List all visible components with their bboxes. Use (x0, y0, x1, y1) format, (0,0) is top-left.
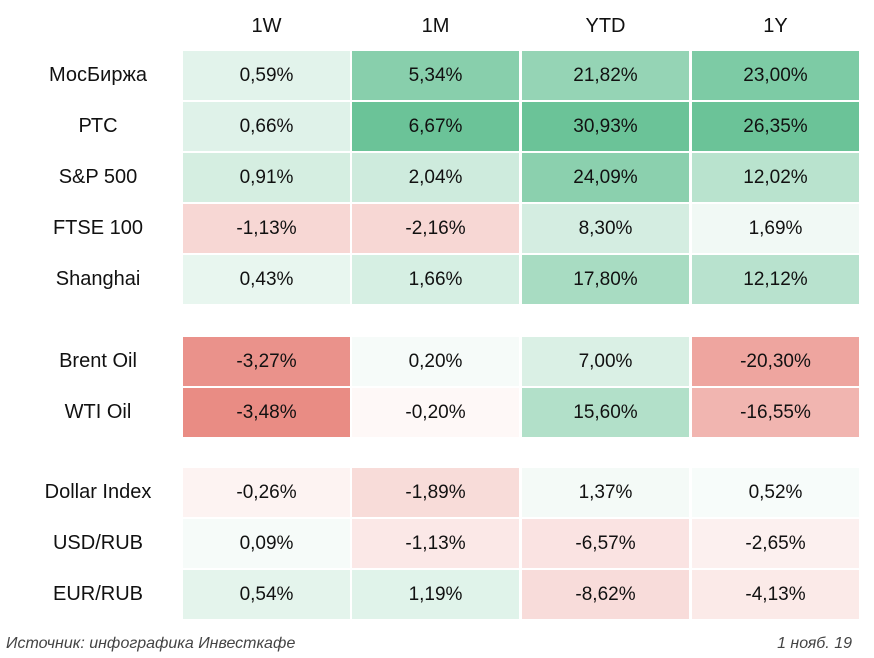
value-cell: 8,30% (522, 204, 689, 253)
value-cell: 0,54% (183, 570, 350, 619)
value-cell: 12,02% (692, 153, 859, 202)
value-cell: 0,66% (183, 102, 350, 151)
value-cell: -3,27% (183, 337, 350, 386)
value-cell: 0,43% (183, 255, 350, 304)
returns-heatmap-table: 1W 1M YTD 1Y МосБиржа 0,59% 5,34% 21,82% 23,00% Р… (44, 15, 859, 619)
value-cell: -16,55% (692, 388, 859, 437)
value-cell: 5,34% (352, 51, 519, 100)
value-cell: 17,80% (522, 255, 689, 304)
value-cell: 1,19% (352, 570, 519, 619)
value-cell: 0,52% (692, 468, 859, 517)
value-cell: 1,69% (692, 204, 859, 253)
value-cell: -0,20% (352, 388, 519, 437)
value-cell: 1,66% (352, 255, 519, 304)
value-cell: 2,04% (352, 153, 519, 202)
row-label: FTSE 100 (52, 217, 144, 239)
value-cell: -4,13% (692, 570, 859, 619)
value-cell: 23,00% (692, 51, 859, 100)
value-cell: -0,26% (183, 468, 350, 517)
value-cell: 30,93% (522, 102, 689, 151)
row-label: МосБиржа (49, 64, 147, 86)
row-label: EUR/RUB (52, 583, 143, 605)
value-cell: 12,12% (692, 255, 859, 304)
value-cell: 15,60% (522, 388, 689, 437)
value-cell: 0,59% (183, 51, 350, 100)
value-cell: 21,82% (522, 51, 689, 100)
value-cell: -6,57% (522, 519, 689, 568)
value-cell: 7,00% (522, 337, 689, 386)
row-label: Brent Oil (59, 350, 137, 372)
row-label: РТС (78, 115, 118, 137)
row-label: USD/RUB (52, 532, 143, 554)
value-cell: 24,09% (522, 153, 689, 202)
value-cell: -1,13% (352, 519, 519, 568)
value-cell: -8,62% (522, 570, 689, 619)
row-label: Shanghai (55, 268, 141, 290)
column-header-1y: 1Y (763, 15, 788, 37)
value-cell: -1,89% (352, 468, 519, 517)
value-cell: 0,20% (352, 337, 519, 386)
value-cell: -2,16% (352, 204, 519, 253)
source-note: Источник: инфографика Инвесткафе (6, 635, 296, 652)
column-header-1m: 1M (421, 15, 450, 37)
row-label: Dollar Index (44, 481, 152, 503)
column-header-1w: 1W (251, 15, 282, 37)
row-label: WTI Oil (64, 401, 132, 423)
value-cell: -20,30% (692, 337, 859, 386)
value-cell: 1,37% (522, 468, 689, 517)
value-cell: -1,13% (183, 204, 350, 253)
value-cell: 0,09% (183, 519, 350, 568)
row-label: S&P 500 (58, 166, 138, 188)
value-cell: -2,65% (692, 519, 859, 568)
value-cell: 6,67% (352, 102, 519, 151)
column-header-ytd: YTD (585, 15, 626, 37)
date-note: 1 нояб. 19 (777, 635, 852, 652)
value-cell: 0,91% (183, 153, 350, 202)
value-cell: -3,48% (183, 388, 350, 437)
value-cell: 26,35% (692, 102, 859, 151)
